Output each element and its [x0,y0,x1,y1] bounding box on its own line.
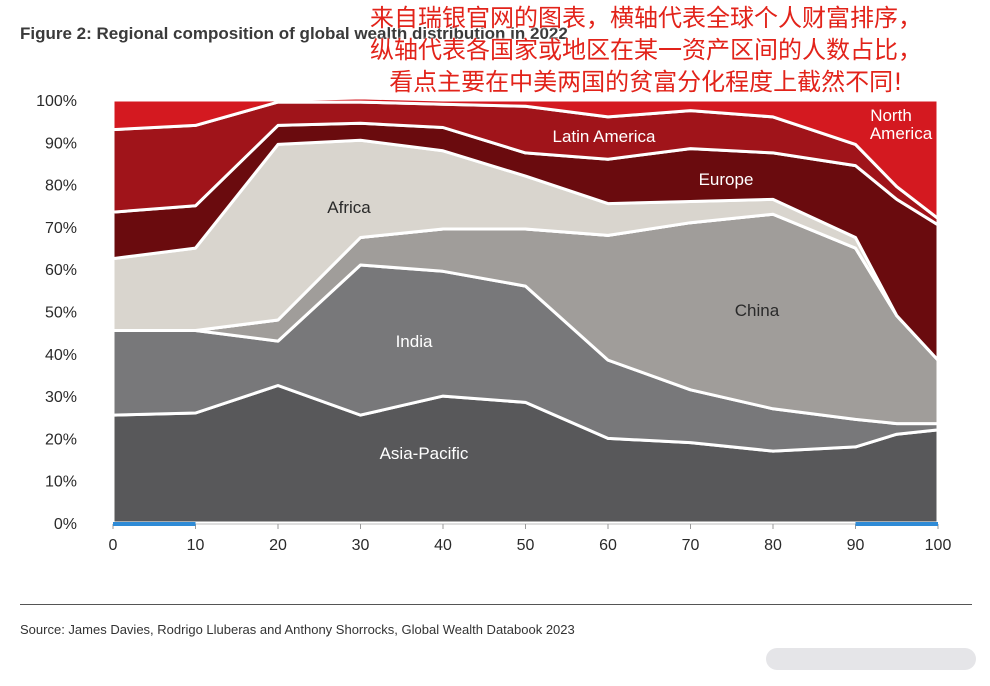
series-label-north-america: North America [870,106,933,143]
y-tick-label: 10% [45,474,77,491]
x-axis: 0 10 20 30 40 50 60 70 80 90 100 [109,524,952,554]
area-series-north-america [111,96,940,220]
x-tick-label: 80 [764,537,782,554]
y-tick-label: 40% [45,347,77,364]
annotation-line-1: 来自瑞银官网的图表，横轴代表全球个人财富排序， [370,4,922,32]
x-tick-label: 60 [599,537,617,554]
source-note: Source: James Davies, Rodrigo Lluberas a… [20,622,575,637]
x-tick-label: 20 [269,537,287,554]
axis-highlights [113,522,938,526]
highlight-range-bar [113,522,196,526]
x-tick-label: 50 [517,537,535,554]
plot-area [111,96,940,525]
y-tick-label: 100% [36,93,77,110]
figure-title: Figure 2: Regional composition of global… [20,24,568,43]
annotation-line-3: 看点主要在中美两国的贫富分化程度上截然不同! [389,68,903,96]
y-tick-label: 20% [45,431,77,448]
watermark [766,648,976,670]
series-label-latin-america: Latin America [553,127,657,146]
y-tick-label: 30% [45,389,77,406]
series-label-china: China [735,301,780,320]
y-tick-label: 80% [45,178,77,195]
series-label-europe: Europe [699,170,754,189]
series-labels: Asia-Pacific India China Africa Europe Latin … [327,106,932,463]
x-tick-label: 70 [682,537,700,554]
stacked-area-chart: 0% 10% 20% 30% 40% 50% 60% 70% 80% 90% 100% 0 10 20 3… [36,93,952,554]
y-tick-label: 90% [45,135,77,152]
x-tick-label: 100 [925,537,952,554]
footer-divider [20,604,972,605]
series-label-india: India [396,332,433,351]
y-axis: 0% 10% 20% 30% 40% 50% 60% 70% 80% 90% 100% [36,93,77,533]
x-tick-label: 90 [847,537,865,554]
x-tick-label: 10 [187,537,205,554]
series-label-africa: Africa [327,198,371,217]
y-tick-label: 50% [45,305,77,322]
y-tick-label: 60% [45,262,77,279]
x-tick-label: 0 [109,537,118,554]
x-tick-label: 40 [434,537,452,554]
highlight-range-bar [855,522,938,526]
annotation-line-2: 纵轴代表各国家或地区在某一资产区间的人数占比， [370,36,922,64]
series-label-asia-pacific: Asia-Pacific [380,444,469,463]
y-tick-label: 0% [54,516,77,533]
x-tick-label: 30 [352,537,370,554]
y-tick-label: 70% [45,220,77,237]
chinese-annotation: 来自瑞银官网的图表，横轴代表全球个人财富排序， 纵轴代表各国家或地区在某一资产区… [302,2,990,98]
